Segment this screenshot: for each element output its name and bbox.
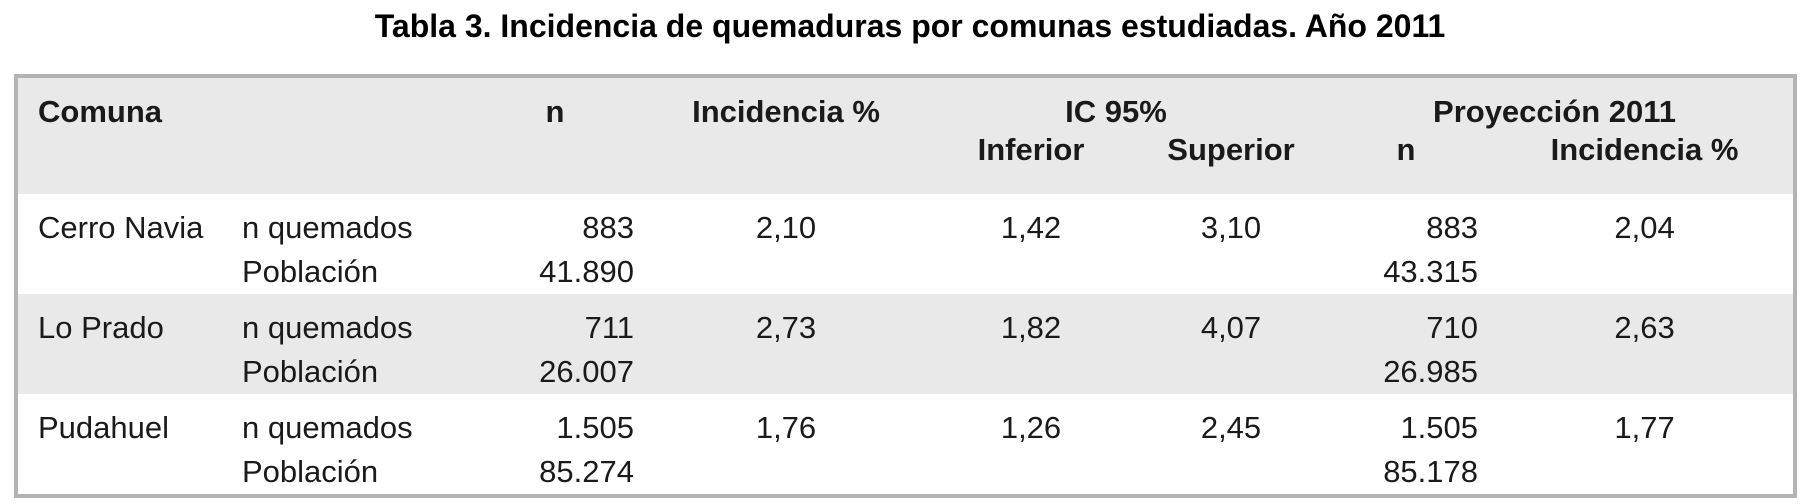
value-n-quemados: 883 [582, 210, 634, 245]
header-superior: Superior [1146, 132, 1317, 194]
table-body: Cerro Navia n quemados Población 883 41.… [16, 194, 1796, 496]
cell-comuna: Cerro Navia [38, 210, 204, 245]
label-quemados: n quemados [242, 210, 413, 245]
cell-comuna: Lo Prado [16, 294, 232, 394]
cell-superior: 3,10 [1200, 210, 1262, 245]
header-incidencia: Incidencia % [656, 76, 916, 194]
table-header: Comuna n Incidencia % IC 95% Proyección … [16, 76, 1796, 194]
value-proy-poblacion: 26.985 [1383, 354, 1479, 389]
cell-incidencia: 2,73 [656, 294, 916, 394]
cell-proy-incidencia: 2,63 [1496, 294, 1796, 394]
header-proyeccion: Proyección 2011 [1316, 76, 1796, 132]
header-ic95: IC 95% [916, 76, 1317, 132]
value-n-quemados: 1.505 [556, 410, 634, 445]
table-row: Cerro Navia n quemados Población 883 41.… [16, 194, 1795, 294]
value-poblacion: 26.007 [539, 354, 634, 389]
header-comuna: Comuna [16, 76, 232, 194]
cell-comuna: Pudahuel [38, 410, 170, 445]
value-proy-n: 883 [1426, 210, 1479, 245]
cell-proy-n: 710 26.985 [1316, 294, 1497, 394]
table-title: Tabla 3. Incidencia de quemaduras por co… [374, 8, 1446, 44]
value-proy-n: 710 [1426, 310, 1479, 345]
cell-superior: 2,45 [1200, 410, 1262, 445]
cell-row-labels: n quemados Población [232, 194, 454, 294]
cell-proy-n: 1.505 85.178 [1316, 394, 1496, 496]
table-row: Lo Prado n quemados Población 711 26.007… [16, 294, 1796, 394]
cell-proy-n: 883 43.315 [1316, 194, 1496, 294]
value-proy-poblacion: 43.315 [1383, 254, 1479, 289]
label-quemados: n quemados [242, 410, 413, 445]
label-quemados: n quemados [242, 310, 413, 345]
cell-proy-incidencia: 1,77 [1614, 410, 1675, 445]
label-poblacion: Población [242, 454, 379, 489]
value-proy-n: 1.505 [1400, 410, 1479, 445]
incidence-table: Comuna n Incidencia % IC 95% Proyección … [14, 74, 1798, 498]
cell-row-labels: n quemados Población [232, 294, 454, 394]
header-n: n [454, 76, 656, 194]
value-n-quemados: 711 [584, 310, 634, 345]
header-row-2: Inferior Superior n Incidencia % [16, 132, 1796, 194]
cell-inferior: 1,42 [1000, 210, 1062, 245]
label-poblacion: Población [242, 354, 379, 389]
cell-row-labels: n quemados Población [232, 394, 454, 496]
value-poblacion: 85.274 [539, 454, 634, 489]
header-proy-incidencia: Incidencia % [1496, 132, 1796, 194]
cell-inferior: 1,26 [1000, 410, 1062, 445]
cell-n: 711 26.007 [454, 294, 656, 394]
cell-n: 883 41.890 [454, 194, 656, 294]
cell-n: 1.505 85.274 [454, 394, 656, 496]
cell-incidencia: 1,76 [755, 410, 817, 445]
value-proy-poblacion: 85.178 [1383, 454, 1479, 489]
table-row: Pudahuel n quemados Población 1.505 85.2… [16, 394, 1795, 496]
header-row-1: Comuna n Incidencia % IC 95% Proyección … [16, 76, 1796, 194]
header-spacer [232, 76, 454, 194]
cell-proy-incidencia: 2,04 [1614, 210, 1675, 245]
label-poblacion: Población [242, 254, 379, 289]
cell-superior: 4,07 [1146, 294, 1317, 394]
header-proy-n: n [1316, 132, 1497, 194]
cell-inferior: 1,82 [916, 294, 1146, 394]
header-inferior: Inferior [916, 132, 1146, 194]
cell-incidencia: 2,10 [755, 210, 817, 245]
value-poblacion: 41.890 [539, 254, 634, 289]
